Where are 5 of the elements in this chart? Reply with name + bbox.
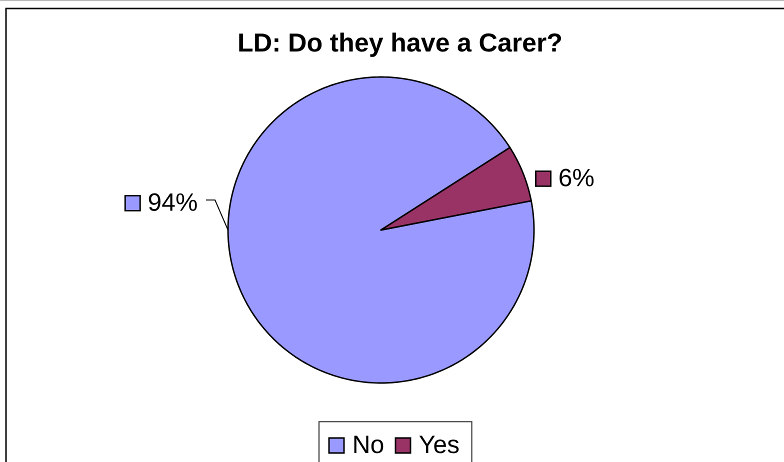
data-label: 6%: [560, 168, 594, 186]
data-label: 94%: [148, 193, 197, 211]
legend-label: Yes: [419, 436, 459, 454]
chart-title: LD: Do they have a Carer?: [239, 32, 562, 57]
legend-label: No: [354, 436, 384, 454]
